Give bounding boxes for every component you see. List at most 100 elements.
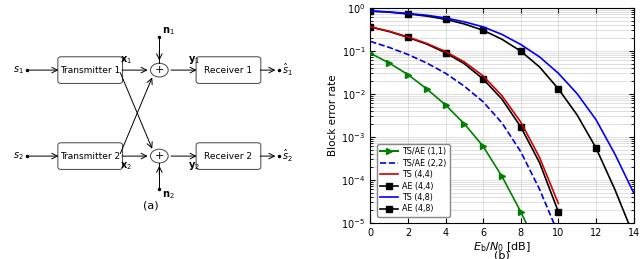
AE (4,8) xyxy=(573,113,581,117)
TS (4,8) xyxy=(479,25,487,28)
TS/AE (1,1) xyxy=(385,61,393,64)
Legend: TS/AE (1,1), TS/AE (2,2), TS (4,4), AE (4,4), TS (4,8), AE (4,8): TS/AE (1,1), TS/AE (2,2), TS (4,4), AE (… xyxy=(377,144,449,217)
Text: $\mathbf{y}_2$: $\mathbf{y}_2$ xyxy=(188,160,200,172)
TS (4,4) xyxy=(442,50,449,53)
FancyBboxPatch shape xyxy=(196,57,261,83)
TS/AE (2,2) xyxy=(442,72,449,75)
AE (4,4) xyxy=(367,25,374,28)
Line: TS/AE (1,1): TS/AE (1,1) xyxy=(367,50,561,259)
Line: TS/AE (2,2): TS/AE (2,2) xyxy=(371,41,558,234)
AE (4,8) xyxy=(630,234,637,237)
AE (4,8) xyxy=(498,38,506,41)
TS/AE (1,1) xyxy=(536,249,543,253)
AE (4,8) xyxy=(423,15,431,18)
Line: AE (4,4): AE (4,4) xyxy=(367,24,561,214)
AE (4,8) xyxy=(404,12,412,16)
AE (4,8) xyxy=(592,146,600,149)
Line: TS (4,4): TS (4,4) xyxy=(371,27,558,204)
TS/AE (1,1) xyxy=(423,87,431,90)
AE (4,8) xyxy=(536,66,543,69)
AE (4,8) xyxy=(611,188,619,191)
Text: $\hat{s}_1$: $\hat{s}_1$ xyxy=(282,62,292,78)
Text: Receiver 1: Receiver 1 xyxy=(204,66,253,75)
TS (4,8) xyxy=(554,72,562,75)
Text: $\mathbf{n}_2$: $\mathbf{n}_2$ xyxy=(162,189,175,201)
Text: Transmitter 1: Transmitter 1 xyxy=(60,66,120,75)
AE (4,4) xyxy=(536,161,543,164)
AE (4,4) xyxy=(423,42,431,46)
TS (4,8) xyxy=(630,191,637,194)
Text: $s_2$: $s_2$ xyxy=(13,150,23,162)
TS (4,8) xyxy=(423,14,431,17)
TS/AE (1,1) xyxy=(460,122,468,125)
TS (4,4) xyxy=(517,120,525,124)
TS (4,8) xyxy=(517,43,525,46)
TS/AE (2,2) xyxy=(367,40,374,43)
TS/AE (2,2) xyxy=(423,61,431,64)
TS/AE (2,2) xyxy=(536,188,543,191)
Text: $\mathbf{y}_1$: $\mathbf{y}_1$ xyxy=(188,54,200,66)
TS (4,8) xyxy=(367,10,374,13)
AE (4,8) xyxy=(385,11,393,14)
Line: TS (4,8): TS (4,8) xyxy=(371,11,634,193)
TS/AE (1,1) xyxy=(367,52,374,55)
X-axis label: $E_{\rm b}/N_0$ [dB]: $E_{\rm b}/N_0$ [dB] xyxy=(473,240,531,254)
AE (4,8) xyxy=(460,23,468,26)
Text: $\mathbf{x}_1$: $\mathbf{x}_1$ xyxy=(120,54,132,66)
TS (4,4) xyxy=(498,94,506,97)
Line: AE (4,8): AE (4,8) xyxy=(367,8,636,239)
TS/AE (1,1) xyxy=(404,73,412,76)
AE (4,8) xyxy=(479,29,487,32)
TS (4,8) xyxy=(573,92,581,95)
Text: Receiver 2: Receiver 2 xyxy=(204,152,252,161)
TS (4,4) xyxy=(460,60,468,63)
TS (4,8) xyxy=(385,10,393,13)
TS/AE (1,1) xyxy=(517,210,525,213)
TS (4,4) xyxy=(385,30,393,33)
TS/AE (2,2) xyxy=(385,46,393,49)
Text: $\hat{s}_2$: $\hat{s}_2$ xyxy=(282,148,292,164)
Text: Transmitter 2: Transmitter 2 xyxy=(60,152,120,161)
Circle shape xyxy=(150,149,168,163)
TS (4,4) xyxy=(423,42,431,45)
TS (4,8) xyxy=(404,12,412,15)
TS/AE (2,2) xyxy=(498,121,506,125)
AE (4,4) xyxy=(554,210,562,213)
AE (4,4) xyxy=(460,62,468,65)
AE (4,4) xyxy=(385,30,393,33)
Text: (a): (a) xyxy=(143,201,159,211)
TS (4,8) xyxy=(611,152,619,155)
AE (4,4) xyxy=(498,98,506,101)
FancyBboxPatch shape xyxy=(58,143,123,169)
Text: +: + xyxy=(155,151,164,161)
FancyBboxPatch shape xyxy=(58,57,123,83)
TS (4,4) xyxy=(536,156,543,159)
TS (4,8) xyxy=(498,33,506,36)
TS (4,8) xyxy=(536,55,543,59)
TS (4,4) xyxy=(367,25,374,28)
FancyBboxPatch shape xyxy=(196,143,261,169)
Text: $\mathbf{x}_2$: $\mathbf{x}_2$ xyxy=(120,160,132,172)
TS/AE (1,1) xyxy=(442,103,449,106)
TS (4,8) xyxy=(592,118,600,121)
AE (4,4) xyxy=(517,125,525,128)
AE (4,8) xyxy=(554,87,562,90)
TS/AE (1,1) xyxy=(498,175,506,178)
Y-axis label: Block error rate: Block error rate xyxy=(328,74,339,156)
TS (4,8) xyxy=(460,20,468,23)
Text: $\mathbf{n}_1$: $\mathbf{n}_1$ xyxy=(162,25,175,37)
TS (4,4) xyxy=(404,35,412,39)
Circle shape xyxy=(150,63,168,77)
TS/AE (2,2) xyxy=(517,150,525,153)
AE (4,8) xyxy=(442,18,449,21)
TS/AE (2,2) xyxy=(404,53,412,56)
Text: (b): (b) xyxy=(494,251,510,259)
TS/AE (1,1) xyxy=(479,145,487,148)
TS/AE (2,2) xyxy=(460,85,468,88)
AE (4,8) xyxy=(517,49,525,53)
TS/AE (2,2) xyxy=(554,232,562,235)
TS/AE (2,2) xyxy=(479,100,487,103)
TS (4,4) xyxy=(554,202,562,205)
Text: +: + xyxy=(155,65,164,75)
AE (4,4) xyxy=(404,36,412,39)
